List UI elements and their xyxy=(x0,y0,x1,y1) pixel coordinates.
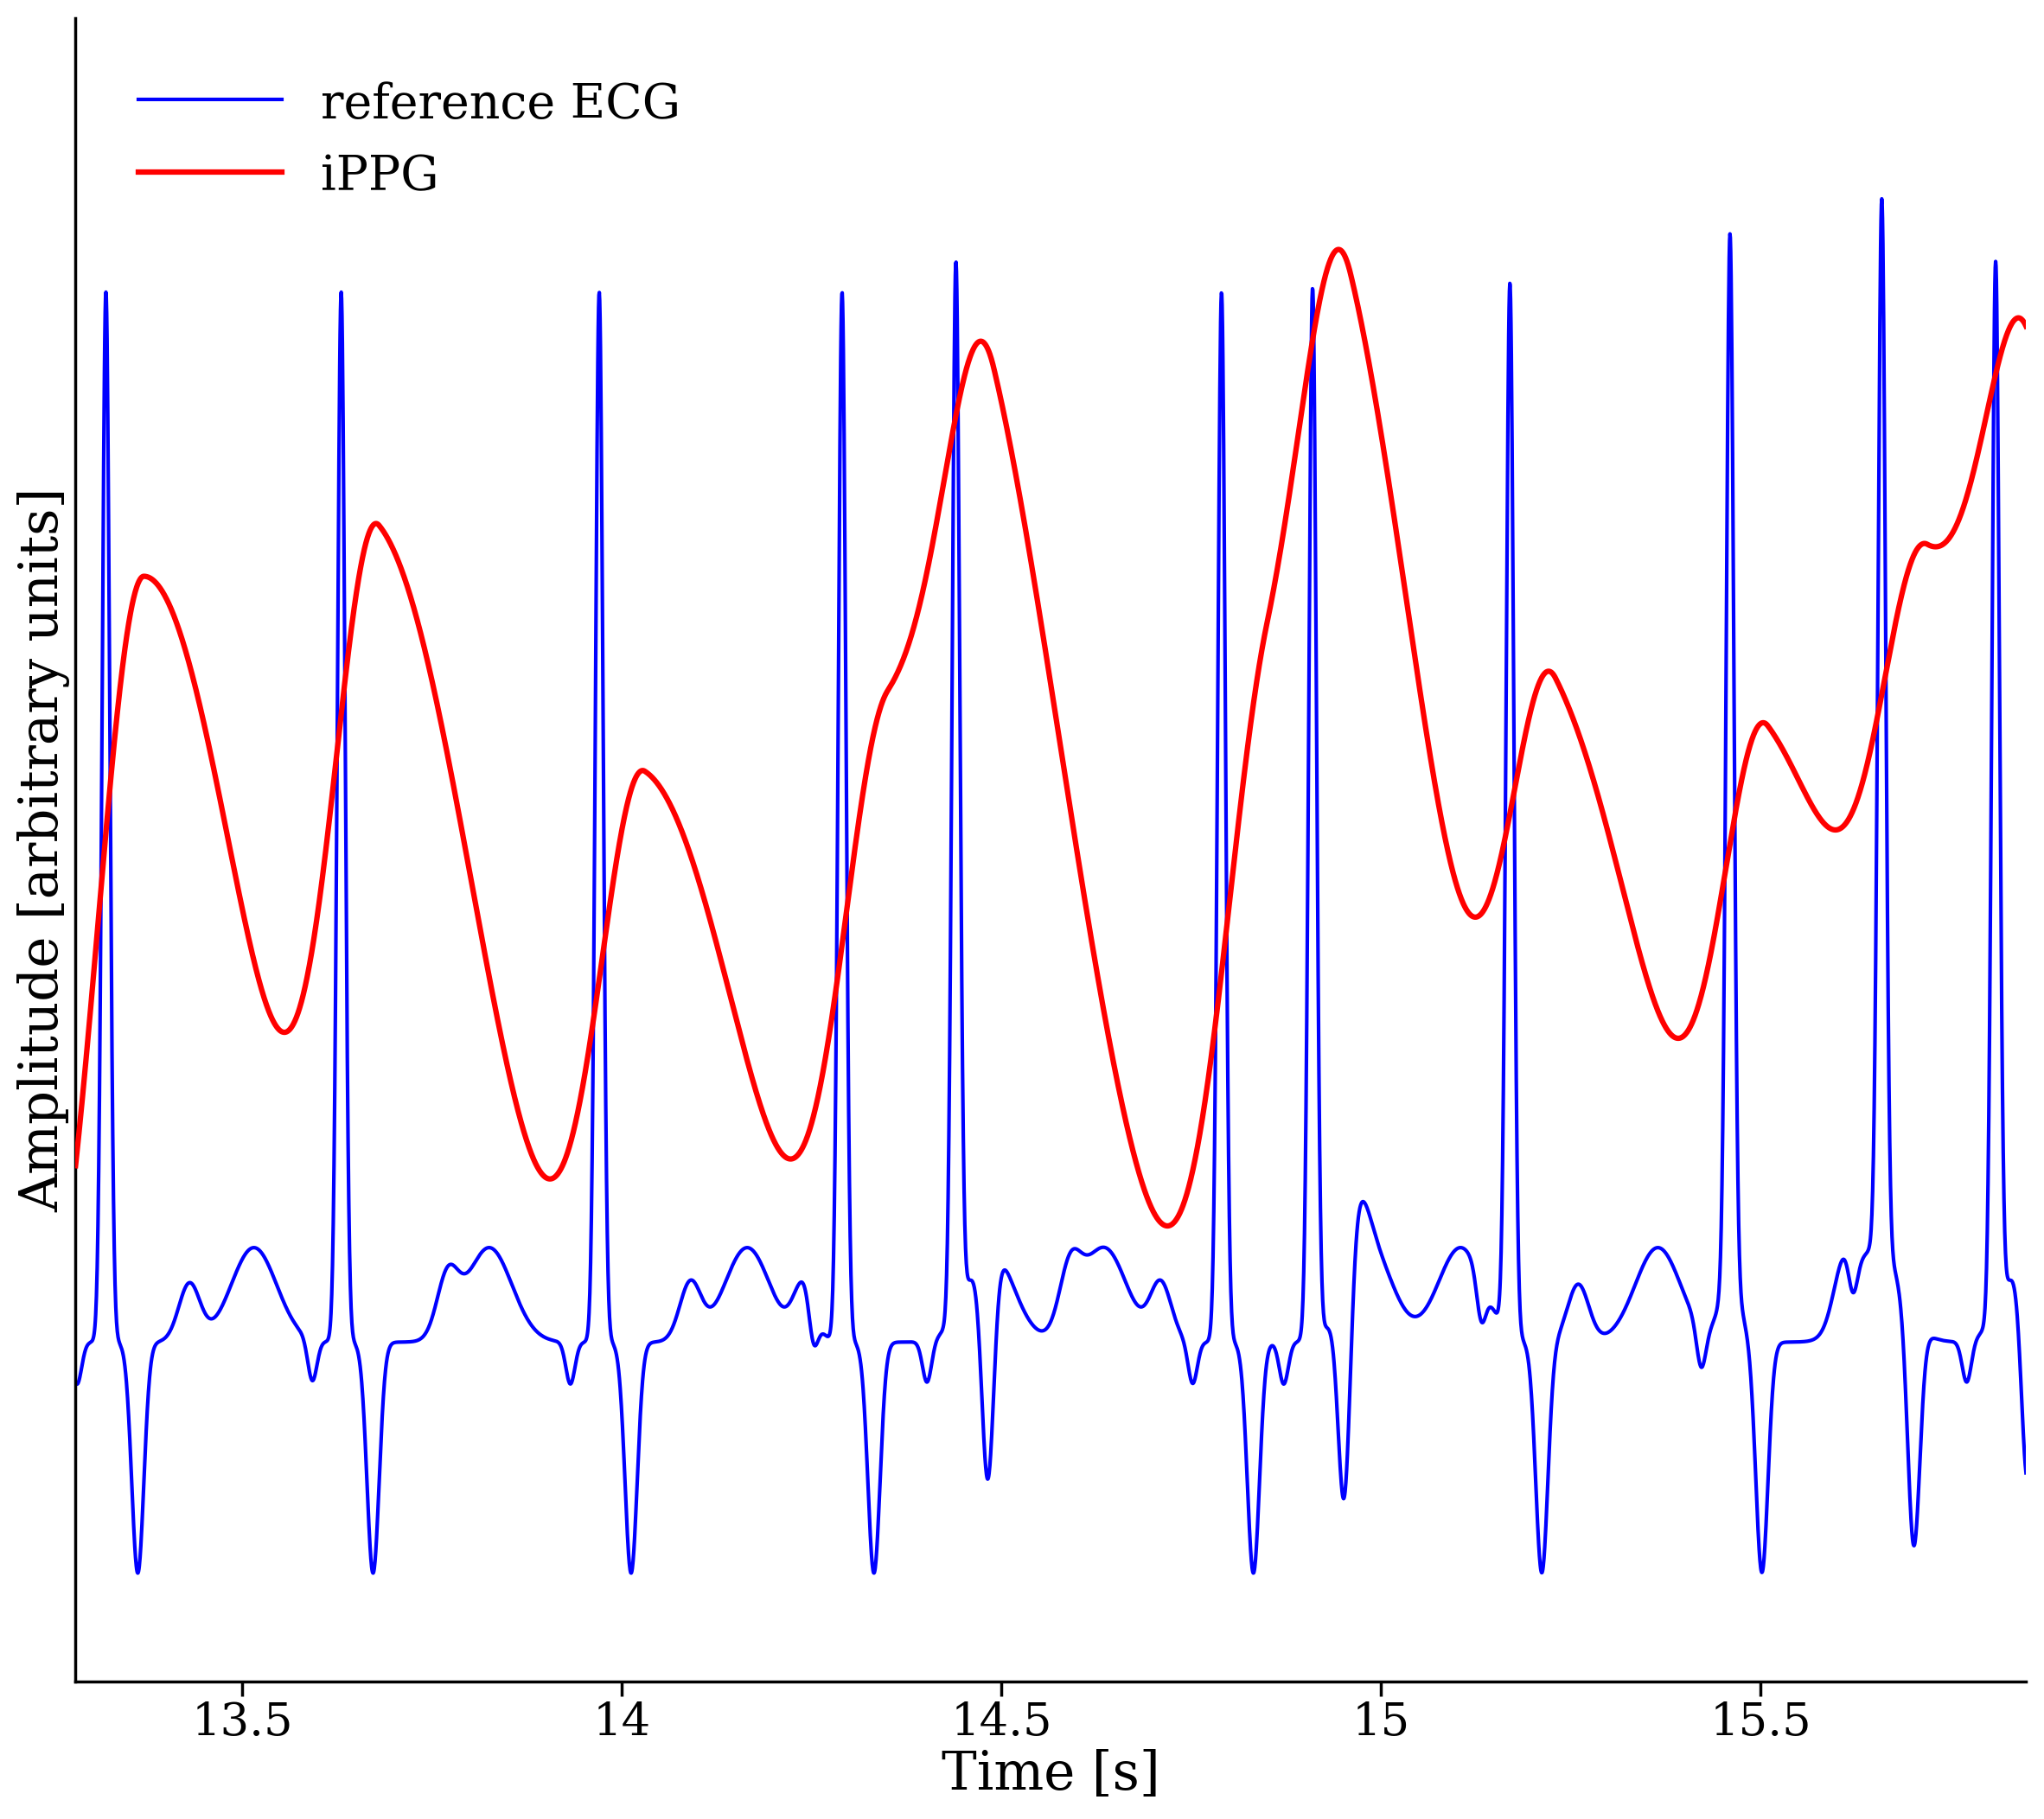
iPPG xyxy=(1230,782,1255,804)
iPPG xyxy=(1909,533,1934,555)
iPPG xyxy=(1327,238,1351,260)
iPPG xyxy=(1699,940,1723,962)
reference ECG xyxy=(343,1332,368,1353)
X-axis label: Time [s]: Time [s] xyxy=(942,1750,1161,1801)
reference ECG xyxy=(2013,1462,2038,1484)
iPPG xyxy=(63,1155,88,1177)
Legend: reference ECG, iPPG: reference ECG, iPPG xyxy=(100,42,719,240)
reference ECG xyxy=(63,1372,88,1393)
reference ECG xyxy=(1788,1332,1813,1353)
Line: iPPG: iPPG xyxy=(76,249,2026,1226)
iPPG xyxy=(1788,773,1813,795)
reference ECG xyxy=(1909,1422,1934,1444)
iPPG xyxy=(1631,959,1656,980)
iPPG xyxy=(1155,1215,1179,1237)
reference ECG xyxy=(1699,1317,1723,1339)
iPPG xyxy=(2013,315,2038,337)
Y-axis label: Amplitude [arbitrary units]: Amplitude [arbitrary units] xyxy=(18,487,72,1211)
Line: reference ECG: reference ECG xyxy=(76,198,2026,1573)
reference ECG xyxy=(1631,1253,1656,1275)
reference ECG xyxy=(1230,1370,1255,1392)
reference ECG xyxy=(1870,187,1895,209)
iPPG xyxy=(341,595,366,617)
reference ECG xyxy=(125,1563,149,1584)
